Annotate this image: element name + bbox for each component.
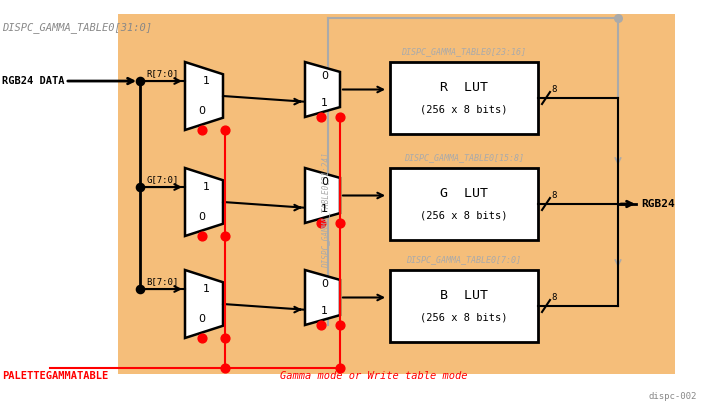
Text: 1: 1	[321, 306, 328, 316]
Text: DISPC_GAMMA_TABLE0[15:8]: DISPC_GAMMA_TABLE0[15:8]	[404, 153, 524, 162]
Text: G  LUT: G LUT	[440, 187, 488, 200]
Text: (256 x 8 bits): (256 x 8 bits)	[420, 312, 508, 323]
Point	[334, 220, 345, 226]
Polygon shape	[185, 62, 223, 130]
Text: DISPC_GAMMA_TABLE0[23:16]: DISPC_GAMMA_TABLE0[23:16]	[402, 47, 526, 56]
Bar	[390, 270, 538, 342]
Text: 1: 1	[321, 204, 328, 214]
Text: 1: 1	[321, 98, 328, 108]
Text: Gamma mode or Write table mode: Gamma mode or Write table mode	[280, 371, 468, 381]
Text: 0: 0	[321, 279, 328, 289]
Polygon shape	[305, 168, 340, 223]
Text: (256 x 8 bits): (256 x 8 bits)	[420, 211, 508, 220]
Text: DISPC_GAMMA_TABLE0[31:24]: DISPC_GAMMA_TABLE0[31:24]	[322, 152, 331, 268]
Text: 8: 8	[551, 292, 557, 301]
Point	[334, 365, 345, 371]
Polygon shape	[305, 270, 340, 325]
Bar	[390, 62, 538, 134]
Text: RGB24 DATA: RGB24 DATA	[2, 76, 65, 86]
Text: G[7:0]: G[7:0]	[147, 175, 178, 184]
Text: 0: 0	[321, 71, 328, 81]
Point	[220, 335, 231, 341]
Text: 8: 8	[551, 85, 557, 94]
Point	[315, 220, 326, 226]
Text: PALETTEGAMMATABLE: PALETTEGAMMATABLE	[2, 371, 108, 381]
Point	[315, 114, 326, 120]
Point	[220, 127, 231, 133]
Polygon shape	[185, 168, 223, 236]
Point	[334, 114, 345, 120]
Text: (256 x 8 bits): (256 x 8 bits)	[420, 105, 508, 115]
Point	[220, 365, 231, 371]
Text: 1: 1	[202, 284, 209, 294]
Text: 0: 0	[199, 212, 206, 222]
Point	[197, 335, 208, 341]
Text: R[7:0]: R[7:0]	[147, 70, 178, 79]
Text: 8: 8	[551, 191, 557, 200]
Text: B[7:0]: B[7:0]	[147, 278, 178, 287]
Point	[220, 233, 231, 239]
Text: B  LUT: B LUT	[440, 290, 488, 302]
Text: RGB24: RGB24	[641, 199, 675, 209]
Text: 1: 1	[202, 182, 209, 192]
Text: dispc-002: dispc-002	[649, 392, 697, 401]
Point	[134, 286, 145, 292]
Polygon shape	[185, 270, 223, 338]
Text: DISPC_GAMMA_TABLE0[31:0]: DISPC_GAMMA_TABLE0[31:0]	[2, 22, 152, 34]
Text: R  LUT: R LUT	[440, 81, 488, 94]
Text: 0: 0	[199, 314, 206, 324]
Point	[134, 184, 145, 190]
Polygon shape	[305, 62, 340, 117]
Text: 0: 0	[321, 177, 328, 187]
Text: 0: 0	[199, 106, 206, 116]
Text: DISPC_GAMMA_TABLE0[7:0]: DISPC_GAMMA_TABLE0[7:0]	[406, 256, 522, 265]
Point	[197, 233, 208, 239]
Point	[315, 322, 326, 328]
Point	[197, 127, 208, 133]
Bar	[118, 14, 675, 374]
Point	[612, 15, 623, 21]
Bar	[390, 168, 538, 240]
Point	[334, 322, 345, 328]
Text: 1: 1	[202, 76, 209, 86]
Point	[134, 78, 145, 84]
